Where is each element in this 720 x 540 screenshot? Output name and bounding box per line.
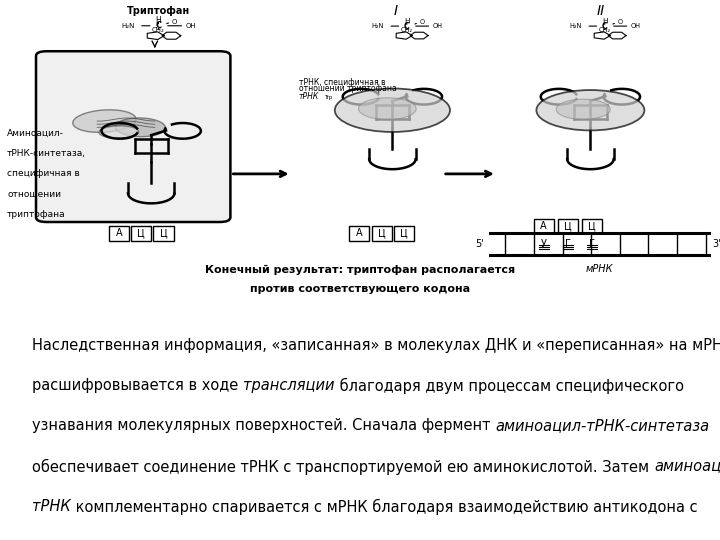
Text: II: II: [597, 4, 606, 18]
Text: Ц: Ц: [588, 221, 595, 231]
Text: Ц: Ц: [160, 228, 167, 238]
Text: тРНК: тРНК: [32, 499, 71, 514]
Text: 5': 5': [475, 239, 484, 249]
Text: обеспечивает соединение тРНК с транспортируемой ею аминокислотой. Затем: обеспечивает соединение тРНК с транспорт…: [32, 458, 654, 475]
Bar: [582, 219, 602, 233]
Text: H₂N: H₂N: [570, 23, 582, 29]
Text: I: I: [394, 4, 398, 18]
Text: отношении триптофана: отношении триптофана: [299, 84, 397, 93]
Bar: [349, 226, 369, 241]
Bar: [109, 226, 129, 241]
Ellipse shape: [335, 89, 450, 132]
Text: аминоацил-: аминоацил-: [654, 458, 720, 474]
Text: А: А: [540, 221, 547, 231]
Text: H₂N: H₂N: [121, 23, 135, 29]
Bar: [153, 226, 174, 241]
Text: C: C: [156, 21, 161, 30]
Text: H₂N: H₂N: [372, 23, 384, 29]
Bar: [394, 226, 414, 241]
Text: Г: Г: [565, 239, 571, 249]
Text: H: H: [404, 18, 410, 24]
Text: CH₂: CH₂: [401, 27, 413, 33]
Text: C: C: [404, 22, 410, 31]
Text: CH₂: CH₂: [599, 27, 611, 33]
Text: отношении: отношении: [7, 190, 61, 199]
Text: расшифровывается в ходе: расшифровывается в ходе: [32, 378, 243, 393]
Text: Ц: Ц: [564, 221, 572, 231]
Ellipse shape: [536, 90, 644, 130]
Text: 3': 3': [713, 239, 720, 249]
Text: тРНК-синтетаза,: тРНК-синтетаза,: [7, 149, 86, 158]
Text: C: C: [602, 22, 608, 31]
Text: трансляции: трансляции: [243, 378, 335, 393]
Text: узнавания молекулярных поверхностей. Сначала фермент: узнавания молекулярных поверхностей. Сна…: [32, 418, 495, 434]
Text: Ц: Ц: [138, 228, 145, 238]
Ellipse shape: [73, 110, 136, 132]
Text: Г: Г: [589, 239, 595, 249]
Text: O: O: [419, 19, 424, 25]
Text: тРНК, специфичная в: тРНК, специфичная в: [299, 78, 385, 87]
Text: Триптофан: Триптофан: [127, 6, 190, 16]
Text: CH₂: CH₂: [152, 27, 165, 33]
Text: OH: OH: [631, 23, 641, 29]
Text: O: O: [617, 19, 622, 25]
Text: OH: OH: [186, 23, 197, 29]
Ellipse shape: [556, 99, 610, 119]
Text: А: А: [115, 228, 122, 238]
Text: благодаря двум процессам специфического: благодаря двум процессам специфического: [335, 378, 684, 394]
Text: против соответствующего кодона: против соответствующего кодона: [250, 284, 470, 294]
Text: Конечный результат: триптофан располагается: Конечный результат: триптофан располагае…: [205, 265, 515, 275]
Text: А: А: [356, 228, 363, 238]
Text: специфичная в: специфичная в: [7, 170, 80, 178]
FancyBboxPatch shape: [36, 51, 230, 222]
Text: H: H: [156, 16, 161, 25]
Text: У: У: [541, 239, 546, 249]
Text: триптофана: триптофана: [7, 210, 66, 219]
Text: Ц: Ц: [400, 228, 408, 238]
Ellipse shape: [99, 126, 138, 138]
Bar: [534, 219, 554, 233]
Ellipse shape: [115, 118, 166, 137]
Text: O: O: [171, 19, 177, 25]
Text: кодоном.: кодоном.: [32, 539, 104, 540]
Text: тРНК: тРНК: [299, 92, 319, 101]
Bar: [372, 226, 392, 241]
Text: комплементарно спаривается с мРНК благодаря взаимодействию антикодона с: комплементарно спаривается с мРНК благод…: [71, 499, 698, 515]
Text: H: H: [602, 18, 608, 24]
Ellipse shape: [359, 98, 416, 119]
Text: аминоацил-тРНК-синтетаза: аминоацил-тРНК-синтетаза: [495, 418, 710, 434]
Bar: [131, 226, 151, 241]
Text: Trp: Trp: [324, 95, 332, 100]
Text: Аминоацил-: Аминоацил-: [7, 129, 64, 138]
Text: Наследственная информация, «записанная» в молекулах ДНК и «переписанная» на мРНК: Наследственная информация, «записанная» …: [32, 338, 720, 353]
Bar: [558, 219, 578, 233]
Text: Ц: Ц: [378, 228, 385, 238]
Text: мРНК: мРНК: [585, 264, 613, 274]
Text: OH: OH: [433, 23, 443, 29]
